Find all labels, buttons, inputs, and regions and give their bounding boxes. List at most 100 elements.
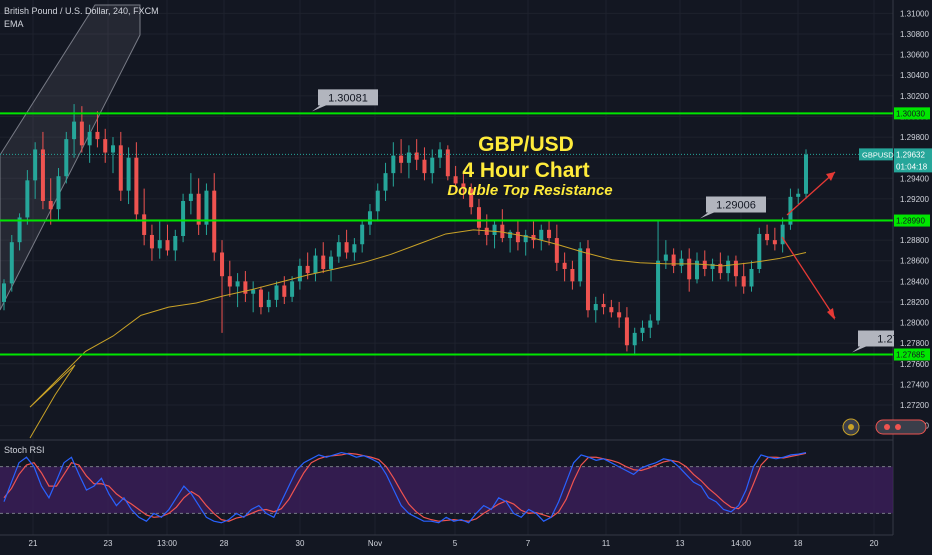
candle[interactable] [352, 238, 357, 261]
candle[interactable] [33, 142, 38, 199]
candle[interactable] [617, 301, 622, 328]
ema-indicator-label[interactable]: EMA [4, 19, 24, 29]
candle[interactable] [562, 252, 567, 282]
current-price-tag[interactable] [894, 148, 932, 173]
candle[interactable] [204, 183, 209, 235]
candle[interactable] [757, 227, 762, 274]
candle[interactable] [788, 188, 793, 230]
level-callout-box[interactable] [312, 89, 378, 112]
candle[interactable] [251, 281, 256, 313]
candle[interactable] [765, 224, 770, 246]
candle[interactable] [48, 178, 53, 225]
candle[interactable] [290, 276, 295, 302]
candle[interactable] [476, 198, 481, 235]
candle[interactable] [547, 219, 552, 246]
candle[interactable] [648, 314, 653, 339]
candle[interactable] [733, 255, 738, 287]
candle[interactable] [360, 219, 365, 253]
bearish-projection-arrow[interactable] [781, 236, 836, 319]
candle[interactable] [601, 293, 606, 315]
candle[interactable] [414, 139, 419, 171]
candle[interactable] [87, 124, 92, 163]
horizontal-level[interactable]: 1.30081 1.30030 [0, 89, 930, 120]
candle[interactable] [165, 224, 170, 256]
candle[interactable] [9, 234, 14, 292]
candle[interactable] [188, 173, 193, 215]
candle[interactable] [64, 131, 69, 184]
candle[interactable] [196, 178, 201, 235]
candle[interactable] [609, 299, 614, 318]
candle[interactable] [149, 224, 154, 261]
eye-icon[interactable] [842, 418, 860, 436]
current-symbol-tag[interactable] [859, 148, 893, 161]
candle[interactable] [438, 142, 443, 168]
candle[interactable] [593, 296, 598, 323]
candle[interactable] [469, 183, 474, 215]
candle[interactable] [142, 188, 147, 246]
candle[interactable] [375, 183, 380, 222]
parallel-channel[interactable] [0, 4, 141, 311]
candle[interactable] [772, 227, 777, 251]
candle[interactable] [539, 224, 544, 251]
candle[interactable] [266, 291, 271, 313]
candle[interactable] [492, 219, 497, 249]
settings-icon[interactable] [875, 419, 927, 435]
candle[interactable] [336, 234, 341, 263]
candle[interactable] [399, 139, 404, 174]
candle[interactable] [313, 248, 318, 282]
candle[interactable] [220, 240, 225, 333]
candle[interactable] [212, 173, 217, 261]
candle[interactable] [780, 217, 785, 253]
candle[interactable] [118, 131, 123, 201]
candle[interactable] [111, 137, 116, 174]
candle[interactable] [749, 260, 754, 292]
candle[interactable] [17, 213, 22, 251]
candle[interactable] [687, 248, 692, 292]
candle[interactable] [523, 229, 528, 256]
candle[interactable] [297, 258, 302, 290]
candle[interactable] [367, 204, 372, 235]
symbol-title[interactable]: British Pound / U.S. Dollar, 240, FXCM [4, 6, 159, 16]
candle[interactable] [570, 260, 575, 290]
candle[interactable] [445, 145, 450, 181]
candle[interactable] [235, 273, 240, 308]
candle[interactable] [126, 147, 131, 205]
candle[interactable] [95, 111, 100, 148]
candle[interactable] [258, 286, 263, 315]
candle[interactable] [391, 142, 396, 187]
candle[interactable] [484, 214, 489, 246]
candle[interactable] [430, 149, 435, 184]
candle[interactable] [422, 147, 427, 181]
candle[interactable] [383, 162, 388, 201]
candle[interactable] [227, 260, 232, 297]
candle[interactable] [500, 209, 505, 243]
candle[interactable] [624, 307, 629, 352]
candle[interactable] [321, 242, 326, 274]
candle[interactable] [796, 188, 801, 205]
candle[interactable] [25, 170, 30, 225]
candle[interactable] [710, 258, 715, 282]
candle[interactable] [656, 219, 661, 325]
candle[interactable] [461, 173, 466, 199]
candle[interactable] [554, 224, 559, 272]
candle[interactable] [2, 279, 6, 311]
candle[interactable] [578, 242, 583, 287]
candle[interactable] [679, 250, 684, 274]
candle[interactable] [40, 131, 45, 210]
candle[interactable] [134, 142, 139, 222]
candle[interactable] [329, 250, 334, 282]
bullish-projection-arrow[interactable] [786, 171, 836, 216]
candle[interactable] [640, 320, 645, 342]
candle[interactable] [406, 145, 411, 179]
candle[interactable] [694, 252, 699, 284]
candle[interactable] [181, 193, 186, 243]
candle[interactable] [804, 149, 808, 199]
candle[interactable] [103, 128, 108, 163]
candle[interactable] [726, 255, 731, 282]
candle[interactable] [741, 262, 746, 294]
level-callout-box[interactable] [700, 196, 766, 219]
stoch-rsi-label[interactable]: Stoch RSI [4, 445, 45, 455]
candle[interactable] [531, 221, 536, 249]
